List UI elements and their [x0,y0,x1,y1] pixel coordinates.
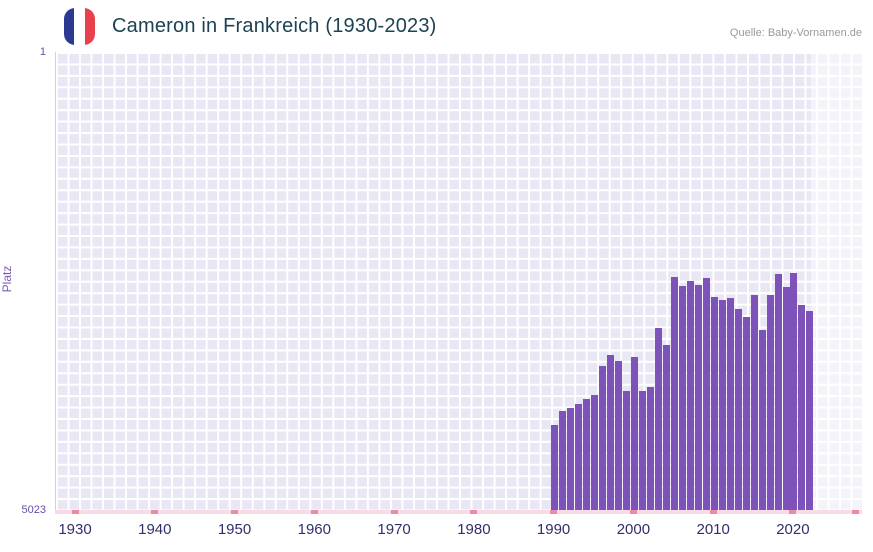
bar-1999[interactable] [622,391,630,510]
bar-1998[interactable] [614,361,622,510]
bar-1993[interactable] [575,403,583,510]
bar-1991[interactable] [559,411,567,510]
bar-1990[interactable] [551,424,559,510]
x-tick-label-1950: 1950 [217,521,252,538]
bar-2016[interactable] [758,330,766,510]
bar-2001[interactable] [638,391,646,510]
y-tick-top: 1 [39,46,46,58]
bar-1994[interactable] [583,399,590,510]
x-tick-label-1930: 1930 [58,521,92,538]
bar-2012[interactable] [726,298,734,510]
x-tick-label-2020: 2020 [776,521,810,538]
flag-stripe-blue [64,8,75,45]
bar-2002[interactable] [646,386,654,510]
x-tick-label-2010: 2010 [696,521,730,538]
bar-2005[interactable] [670,277,678,510]
recent-years-band [811,52,863,510]
bar-2021[interactable] [798,304,806,510]
x-tick-label-2000: 2000 [616,521,651,538]
bar-2006[interactable] [678,286,686,510]
bar-2004[interactable] [662,344,670,510]
bar-2017[interactable] [766,294,774,510]
x-tick-label-1940: 1940 [138,521,172,538]
bar-2009[interactable] [702,278,710,510]
bar-2008[interactable] [694,285,702,510]
bar-2000[interactable] [630,357,638,510]
x-tick-label-1960: 1960 [297,521,331,538]
x-tick-label-1980: 1980 [457,521,491,538]
flag-stripe-white [74,8,85,45]
flag-stripe-red [84,8,95,45]
bar-2010[interactable] [710,297,718,510]
france-flag-icon [64,8,95,45]
bar-2018[interactable] [774,274,782,510]
bar-2022[interactable] [806,310,814,510]
source-credit: Quelle: Baby-Vornamen.de [729,27,862,39]
x-tick-label-1990: 1990 [536,521,571,538]
bar-2019[interactable] [782,287,790,510]
bar-2020[interactable] [790,272,798,510]
page-title: Cameron in Frankreich (1930-2023) [112,15,437,37]
bar-2014[interactable] [742,317,750,510]
bar-1992[interactable] [567,407,575,510]
plot-area [55,52,863,510]
bar-1996[interactable] [599,365,606,510]
y-axis-title: Platz [0,265,14,293]
bar-2013[interactable] [734,309,742,510]
bar-2015[interactable] [750,295,758,510]
bar-2011[interactable] [718,300,726,510]
bar-1997[interactable] [607,354,614,510]
y-tick-bottom: 5023 [21,504,46,516]
bar-1995[interactable] [591,394,598,510]
x-tick-label-1970: 1970 [377,521,411,538]
bar-2003[interactable] [654,328,662,510]
bar-2007[interactable] [686,280,694,510]
